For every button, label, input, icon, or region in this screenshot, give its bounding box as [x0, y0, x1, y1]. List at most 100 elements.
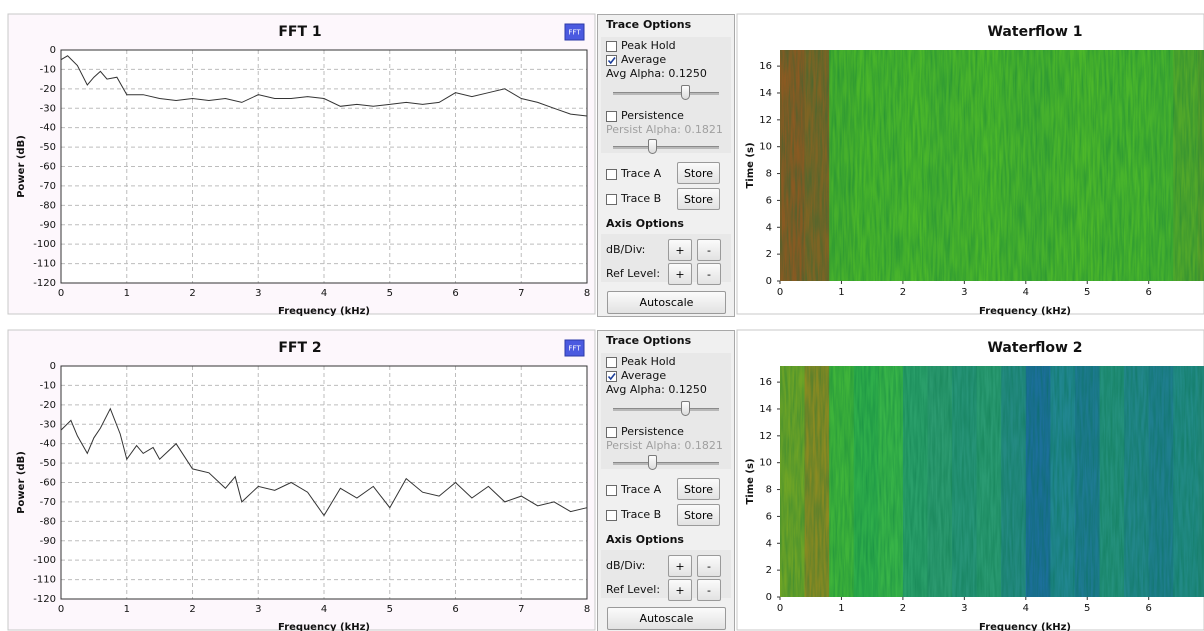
slider-track: [613, 92, 719, 95]
y-tick-label: -110: [33, 575, 56, 586]
slider-thumb[interactable]: [648, 455, 657, 470]
store-button[interactable]: Store: [677, 188, 720, 210]
x-tick-label: 7: [518, 604, 524, 615]
checkbox[interactable]: [606, 55, 617, 66]
slider-thumb[interactable]: [681, 85, 690, 100]
y-tick-label: 2: [766, 565, 772, 576]
x-tick-label: 0: [58, 288, 64, 299]
x-axis-title: Frequency (kHz): [979, 306, 1071, 317]
x-tick-label: 2: [900, 603, 906, 614]
x-tick-label: 4: [321, 288, 327, 299]
axis-label: dB/Div:: [606, 243, 645, 256]
x-axis-title: Frequency (kHz): [278, 306, 370, 317]
app-window: 012345678-120-110-100-90-80-70-60-50-40-…: [0, 0, 1204, 631]
chart-title: FFT 1: [278, 24, 321, 40]
slider-thumb[interactable]: [681, 401, 690, 416]
minus-button[interactable]: -: [697, 239, 721, 261]
x-tick-label: 1: [124, 288, 130, 299]
y-tick-label: 12: [759, 431, 772, 442]
minus-button[interactable]: -: [697, 555, 721, 577]
y-tick-label: -90: [40, 536, 56, 547]
x-tick-label: 7: [518, 288, 524, 299]
axis-label: dB/Div:: [606, 559, 645, 572]
axis-label: Ref Level:: [606, 583, 660, 596]
y-tick-label: -50: [40, 142, 56, 153]
y-tick-label: -40: [40, 439, 56, 450]
x-tick-label: 5: [387, 288, 393, 299]
y-tick-label: 0: [766, 592, 772, 603]
checkbox[interactable]: [606, 357, 617, 368]
check-path: [609, 58, 616, 64]
x-tick-label: 1: [838, 603, 844, 614]
checkbox[interactable]: [606, 371, 617, 382]
y-tick-label: -120: [33, 594, 56, 605]
checkbox[interactable]: [606, 111, 617, 122]
autoscale-button[interactable]: Autoscale: [607, 607, 726, 630]
x-tick-label: 8: [584, 288, 590, 299]
x-tick-label: 4: [1023, 287, 1029, 298]
x-tick-label: 6: [452, 604, 458, 615]
x-tick-label: 3: [255, 604, 261, 615]
x-tick-label: 3: [961, 287, 967, 298]
x-tick-label: 4: [1023, 603, 1029, 614]
checkbox-label: Trace B: [621, 508, 661, 521]
checkbox[interactable]: [606, 41, 617, 52]
y-tick-label: -100: [33, 555, 56, 566]
checkbox[interactable]: [606, 169, 617, 180]
minus-button[interactable]: -: [697, 263, 721, 285]
checkbox-label: Peak Hold: [621, 355, 676, 368]
autoscale-button[interactable]: Autoscale: [607, 291, 726, 314]
x-tick-label: 5: [1084, 603, 1090, 614]
y-tick-label: 0: [766, 276, 772, 287]
slider-track: [613, 462, 719, 465]
minus-button[interactable]: -: [697, 579, 721, 601]
y-tick-label: 12: [759, 115, 772, 126]
x-tick-label: 5: [387, 604, 393, 615]
y-tick-label: -10: [40, 380, 56, 391]
y-tick-label: 16: [759, 61, 772, 72]
slider-thumb[interactable]: [648, 139, 657, 154]
checkbox[interactable]: [606, 194, 617, 205]
y-tick-label: 2: [766, 249, 772, 260]
x-tick-label: 6: [1146, 287, 1152, 298]
x-tick-label: 3: [255, 288, 261, 299]
x-tick-label: 2: [900, 287, 906, 298]
y-tick-label: -20: [40, 400, 56, 411]
store-button[interactable]: Store: [677, 504, 720, 526]
y-tick-label: -70: [40, 181, 56, 192]
check-mark: [607, 372, 616, 381]
y-axis-title: Time (s): [745, 458, 756, 504]
section-title: Trace Options: [606, 334, 691, 347]
y-tick-label: -30: [40, 419, 56, 430]
plus-button[interactable]: +: [668, 263, 692, 285]
y-tick-label: -20: [40, 84, 56, 95]
plus-button[interactable]: +: [668, 579, 692, 601]
y-tick-label: 4: [766, 538, 772, 549]
checkbox-label: Trace A: [621, 483, 661, 496]
store-button[interactable]: Store: [677, 162, 720, 184]
plus-button[interactable]: +: [668, 555, 692, 577]
waterfall-texture: [780, 50, 1204, 281]
chart-title: Waterflow 1: [987, 24, 1082, 40]
x-tick-label: 8: [584, 604, 590, 615]
chart-title: FFT 2: [278, 340, 321, 356]
y-tick-label: 4: [766, 222, 772, 233]
y-tick-label: -50: [40, 458, 56, 469]
checkbox[interactable]: [606, 427, 617, 438]
fft-badge: FFT: [568, 29, 581, 37]
y-tick-label: -80: [40, 516, 56, 527]
plus-button[interactable]: +: [668, 239, 692, 261]
y-tick-label: 6: [766, 511, 772, 522]
waterfall-texture: [780, 366, 1204, 597]
x-tick-label: 6: [452, 288, 458, 299]
y-tick-label: 10: [759, 142, 772, 153]
y-axis-title: Time (s): [745, 142, 756, 188]
store-button[interactable]: Store: [677, 478, 720, 500]
checkbox[interactable]: [606, 485, 617, 496]
y-tick-label: 14: [759, 88, 772, 99]
x-tick-label: 0: [58, 604, 64, 615]
y-tick-label: -120: [33, 278, 56, 289]
checkbox[interactable]: [606, 510, 617, 521]
section-title: Axis Options: [606, 533, 684, 546]
